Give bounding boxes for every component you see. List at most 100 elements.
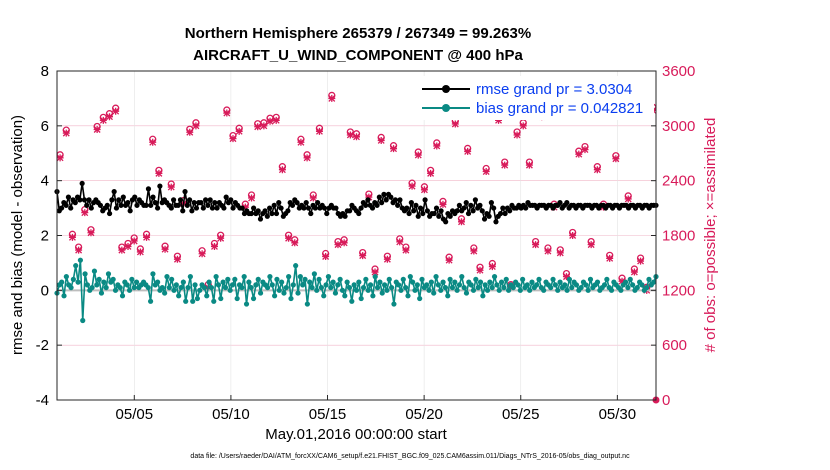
rmse-point [191,200,197,206]
rmse-point [424,208,430,214]
bias-point [463,290,470,296]
bias-point [318,284,325,291]
bias-point [627,276,633,282]
bias-point [391,301,397,307]
bias-point [126,287,133,293]
bias-point [524,282,530,288]
bias-point [503,276,509,282]
rmse-point [333,205,339,211]
bias-point [176,293,182,299]
bias-point [473,276,479,282]
bias-point [164,274,170,280]
rmse-point [109,197,115,203]
rmse-point [472,197,478,203]
rmse-point [388,194,394,200]
rmse-point [132,194,138,200]
bias-point [426,287,432,293]
obs-assimilated-point [105,113,113,121]
bias-point [103,284,109,291]
rmse-point [187,197,193,203]
obs-assimilated-point [235,127,243,135]
bias-point [77,257,83,263]
rmse-point [486,213,492,219]
right-tick-label: 600 [662,337,687,354]
obs-assimilated-point [260,122,268,130]
rmse-point [324,210,330,217]
rmse-point [397,197,403,203]
bias-point [433,274,439,280]
bias-point [204,293,210,299]
left-tick-label: 8 [41,63,49,80]
obs-assimilated-point [241,203,249,211]
rmse-point [347,208,353,214]
bias-point [309,284,315,291]
rmse-point [301,205,307,211]
rmse-point [404,205,410,211]
bias-point [564,287,570,293]
bias-point [344,279,350,285]
rmse-point [557,200,563,206]
bias-point [372,274,378,280]
bias-point [487,279,493,285]
rmse-point [81,197,88,203]
left-tick-label: -4 [36,392,49,409]
rmse-point [180,208,186,214]
bias-point [145,284,151,291]
obs-assimilated-point [414,151,422,159]
x-tick-label: 05/30 [599,406,637,423]
bias-point [307,279,313,285]
left-tick-label: -2 [36,337,49,354]
bias-point [197,287,203,293]
bias-point [484,287,491,293]
rmse-point [408,200,414,206]
obs-assimilated-point [371,268,379,276]
obs-assimilated-point [451,120,459,128]
bias-point [396,282,402,288]
rmse-point [271,202,277,208]
rmse-point [488,200,494,206]
obs-assimilated-point [99,116,107,124]
bias-point [557,279,563,285]
rmse-point [214,205,220,211]
bias-point [353,287,360,293]
legend-bias-label: bias grand pr = 0.042821 [476,100,643,117]
rmse-point [363,202,369,208]
rmse-point [420,210,426,217]
obs-assimilated-point [346,131,354,139]
bias-point [183,298,189,304]
bias-point [442,284,449,291]
legend-rmse-marker [442,85,450,93]
bias-point [541,287,547,293]
rmse-point [461,205,467,211]
bias-point [428,279,434,285]
rmse-point [120,194,126,200]
bias-point [517,287,523,293]
bias-point [578,284,584,291]
bias-point [456,282,463,288]
rmse-point [177,197,184,203]
rmse-point [315,200,321,206]
bias-point [112,287,119,293]
bias-point [105,271,112,277]
rmse-point [170,197,177,203]
rmse-point [477,202,483,208]
bias-point [520,276,526,282]
rmse-point [376,194,382,200]
rmse-point [312,205,318,211]
bias-point [222,284,229,291]
bias-point [498,279,505,285]
obs-assimilated-point [328,94,336,102]
obs-assimilated-point [93,125,101,133]
bias-point [250,295,257,302]
obs-assimilated-point [248,194,256,202]
bias-point [431,290,437,296]
bias-point [302,276,308,282]
bias-point [180,279,186,285]
bias-point [190,298,196,304]
bias-point [445,293,451,299]
rmse-point [273,210,280,217]
rmse-point [564,200,570,206]
obs-assimilated-point [390,145,398,153]
obs-assimilated-point [186,128,194,136]
